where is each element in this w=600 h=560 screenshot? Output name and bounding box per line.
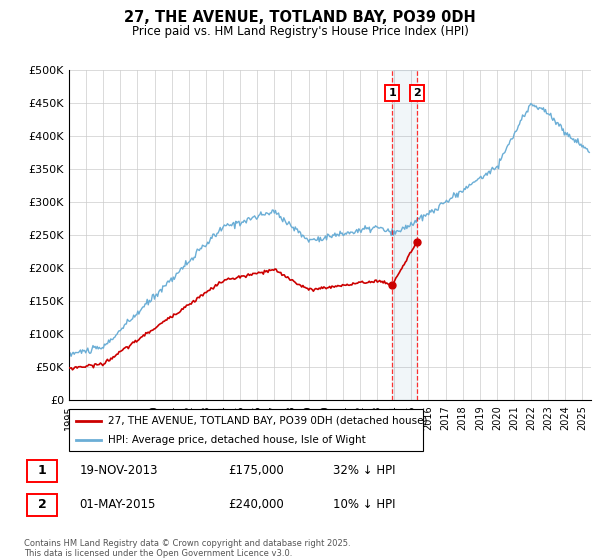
- Text: 27, THE AVENUE, TOTLAND BAY, PO39 0DH (detached house): 27, THE AVENUE, TOTLAND BAY, PO39 0DH (d…: [108, 416, 427, 426]
- Text: HPI: Average price, detached house, Isle of Wight: HPI: Average price, detached house, Isle…: [108, 435, 365, 445]
- Text: 32% ↓ HPI: 32% ↓ HPI: [333, 464, 395, 478]
- Text: £175,000: £175,000: [228, 464, 284, 478]
- Text: 1: 1: [38, 464, 47, 478]
- Text: Price paid vs. HM Land Registry's House Price Index (HPI): Price paid vs. HM Land Registry's House …: [131, 25, 469, 38]
- FancyBboxPatch shape: [27, 460, 57, 482]
- Text: 2: 2: [38, 498, 47, 511]
- Text: 01-MAY-2015: 01-MAY-2015: [79, 498, 155, 511]
- Text: 27, THE AVENUE, TOTLAND BAY, PO39 0DH: 27, THE AVENUE, TOTLAND BAY, PO39 0DH: [124, 10, 476, 25]
- FancyBboxPatch shape: [27, 494, 57, 516]
- Bar: [392, 70, 417, 400]
- Text: 1: 1: [388, 88, 396, 98]
- Text: Contains HM Land Registry data © Crown copyright and database right 2025.
This d: Contains HM Land Registry data © Crown c…: [24, 539, 350, 558]
- Text: 19-NOV-2013: 19-NOV-2013: [79, 464, 158, 478]
- Text: 2: 2: [413, 88, 421, 98]
- Text: £240,000: £240,000: [228, 498, 284, 511]
- FancyBboxPatch shape: [69, 409, 423, 451]
- Text: 10% ↓ HPI: 10% ↓ HPI: [333, 498, 395, 511]
